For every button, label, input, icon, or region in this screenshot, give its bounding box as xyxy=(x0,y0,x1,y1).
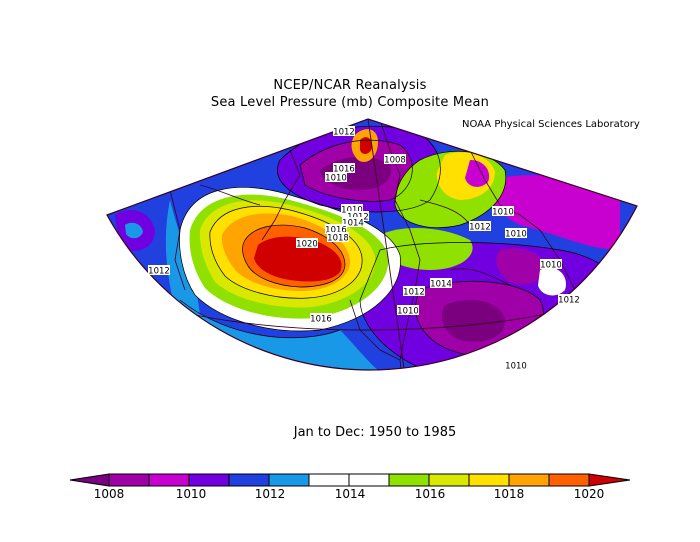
svg-text:1012: 1012 xyxy=(333,128,355,138)
field-magenta-ne xyxy=(489,175,620,250)
svg-text:1012: 1012 xyxy=(148,267,170,277)
colorbar-cell xyxy=(228,473,270,487)
contour-label: 1010 xyxy=(540,259,562,271)
contour-label: 1012 xyxy=(403,286,425,298)
colorbar-cell xyxy=(508,473,550,487)
svg-text:1012: 1012 xyxy=(558,296,580,306)
colorbar-cell xyxy=(268,473,310,487)
colorbar-tick: 1010 xyxy=(176,487,207,501)
svg-text:1012: 1012 xyxy=(469,223,491,233)
colorbar-tick: 1012 xyxy=(255,487,286,501)
field-darkpurple-east xyxy=(441,300,505,342)
contour-label: 1016 xyxy=(310,313,332,325)
contour-label: 1010 xyxy=(505,360,527,372)
colorbar-cell xyxy=(148,473,190,487)
colorbar-cell xyxy=(188,473,230,487)
field-high-core xyxy=(254,236,342,282)
svg-text:1012: 1012 xyxy=(403,288,425,298)
contour-label: 1018 xyxy=(327,232,349,244)
map-subtitle: Sea Level Pressure (mb) Composite Mean xyxy=(210,95,490,110)
field-lightblue-south xyxy=(180,300,420,370)
svg-text:1014: 1014 xyxy=(342,219,364,229)
colorbar-cell xyxy=(308,473,350,487)
svg-text:1014: 1014 xyxy=(430,280,452,290)
svg-text:1016: 1016 xyxy=(310,315,332,325)
svg-text:1010: 1010 xyxy=(505,230,527,240)
field-high-spot-core xyxy=(360,137,373,154)
svg-text:1016: 1016 xyxy=(333,165,355,175)
contour-label: 1020 xyxy=(296,238,318,250)
colorbar-tick: 1020 xyxy=(574,487,605,501)
svg-text:1010: 1010 xyxy=(325,174,347,184)
field-green-center xyxy=(380,228,473,270)
colorbar-arrow-right xyxy=(588,473,631,487)
contour-label: 1010 xyxy=(492,206,514,218)
contour-label: 1012 xyxy=(558,294,580,306)
colorbar-cell xyxy=(548,473,590,487)
contour-label: 1016 xyxy=(333,163,355,175)
credit-label: NOAA Physical Sciences Laboratory xyxy=(462,119,640,130)
colorbar-cells xyxy=(69,473,631,487)
svg-text:1010: 1010 xyxy=(397,307,419,317)
contour-label: 1010 xyxy=(397,305,419,317)
contour-label: 1012 xyxy=(148,265,170,277)
contour-label: 1012 xyxy=(469,221,491,233)
colorbar-arrow-left xyxy=(69,473,110,487)
contour-label: 1010 xyxy=(505,228,527,240)
map-border xyxy=(106,118,638,371)
contour-label: 1010 xyxy=(341,204,363,216)
colorbar-cell xyxy=(108,473,150,487)
field-white-spot xyxy=(538,267,566,296)
field-magenta-low xyxy=(496,248,545,285)
contour-label: 1014 xyxy=(342,217,364,229)
contour-label: 1012 xyxy=(333,126,355,138)
contour-label: 1016 xyxy=(325,224,347,236)
colorbar-tick: 1016 xyxy=(415,487,446,501)
colorbar-cell xyxy=(348,473,390,487)
colorbar-tick: 1008 xyxy=(94,487,125,501)
svg-text:1020: 1020 xyxy=(296,240,318,250)
field-magenta-ne-spot xyxy=(465,160,490,187)
svg-text:1010: 1010 xyxy=(505,362,527,372)
contour-label-group: 1012 1016 1010 1008 1010 1012 1014 1016 … xyxy=(148,126,580,372)
colorbar-cell xyxy=(428,473,470,487)
colorbar-cell xyxy=(468,473,510,487)
contour-label: 1008 xyxy=(384,154,406,166)
colorbar-tick: 1018 xyxy=(494,487,525,501)
svg-text:1010: 1010 xyxy=(540,261,562,271)
contour-label: 1010 xyxy=(325,172,347,184)
colorbar-tick: 1014 xyxy=(335,487,366,501)
colorbar-cell xyxy=(388,473,430,487)
svg-text:1018: 1018 xyxy=(327,234,349,244)
contour-label: 1014 xyxy=(430,278,452,290)
svg-text:1010: 1010 xyxy=(341,206,363,216)
field-lightblue-west-spot xyxy=(125,222,143,239)
svg-text:1010: 1010 xyxy=(492,208,514,218)
svg-text:1008: 1008 xyxy=(384,156,406,166)
map-title: NCEP/NCAR Reanalysis xyxy=(273,78,427,93)
svg-text:1016: 1016 xyxy=(325,226,347,236)
colorbar-ticks: 1008 1010 1012 1014 1016 1018 1020 xyxy=(94,487,605,501)
period-label: Jan to Dec: 1950 to 1985 xyxy=(293,425,457,440)
